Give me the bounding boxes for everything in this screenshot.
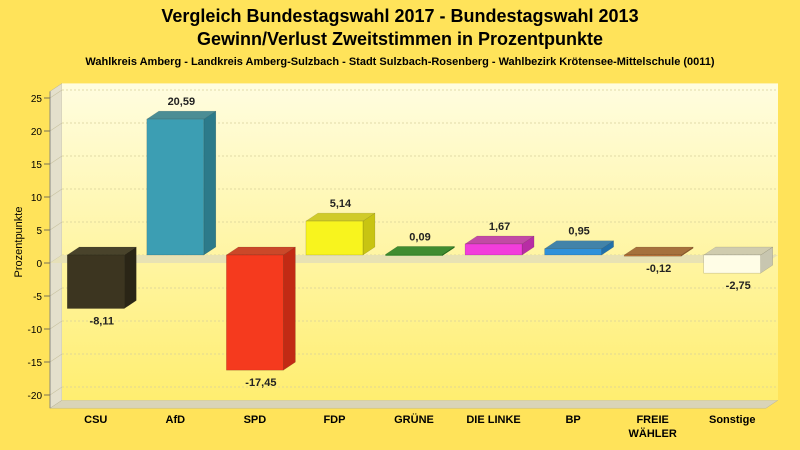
bar-afd — [146, 110, 217, 256]
bar — [146, 118, 205, 256]
bar-top — [464, 235, 535, 245]
chart-subtitle: Wahlkreis Amberg - Landkreis Amberg-Sulz… — [85, 56, 715, 68]
data-label: 5,14 — [330, 198, 352, 210]
y-tick-label: -20 — [28, 391, 43, 402]
bar — [385, 254, 443, 256]
chart-title: Vergleich Bundestagswahl 2017 - Bundesta… — [161, 6, 638, 26]
y-tick-label: 15 — [31, 160, 43, 171]
bar-freie-wähler — [623, 246, 694, 257]
bar-top — [384, 246, 456, 255]
bar — [544, 248, 602, 256]
x-tick-label: FDP — [323, 414, 345, 426]
gridline-wall — [49, 122, 63, 132]
x-tick-label: FREIE — [636, 414, 668, 426]
x-tick-label: CSU — [84, 414, 107, 426]
bar-top — [702, 246, 774, 256]
x-tick-label: DIE LINKE — [466, 414, 520, 426]
data-label: 0,95 — [568, 226, 589, 238]
bar-top — [66, 246, 138, 256]
y-tick-label: 20 — [31, 127, 43, 138]
gridline-wall — [49, 353, 63, 363]
x-tick-label: GRÜNE — [394, 413, 434, 426]
x-tick-label: AfD — [166, 414, 186, 426]
y-tick-label: 10 — [31, 193, 43, 204]
bar — [226, 254, 284, 371]
y-tick-label: 25 — [31, 94, 43, 105]
y-tick-label: -15 — [28, 358, 43, 369]
gridline-wall — [49, 386, 63, 396]
data-label: -17,45 — [245, 377, 276, 389]
data-label: 0,09 — [409, 231, 430, 243]
bar-top — [543, 240, 615, 249]
gridline-wall — [49, 287, 63, 297]
bar-side — [283, 246, 296, 371]
bar-top — [225, 246, 297, 256]
bar — [67, 254, 125, 309]
y-tick-label: 0 — [36, 259, 42, 270]
bar-side — [124, 246, 137, 309]
y-tick-label: -5 — [33, 292, 42, 303]
bar — [703, 254, 761, 274]
chart-title-line2: Gewinn/Verlust Zweitstimmen in Prozentpu… — [197, 29, 603, 49]
bar-sonstige — [702, 246, 774, 274]
bar-fdp — [305, 212, 376, 256]
bar-top — [305, 212, 376, 222]
data-label: -0,12 — [646, 263, 671, 275]
bar — [623, 254, 682, 257]
bar-grüne — [384, 245, 456, 257]
gridline-wall — [49, 221, 63, 231]
bar-bp — [543, 240, 615, 256]
data-label: -2,75 — [726, 280, 751, 292]
gridline-wall — [49, 188, 63, 198]
data-label: 20,59 — [168, 96, 196, 108]
y-axis-label: Prozentpunkte — [13, 207, 25, 278]
plot-left-wall — [49, 82, 63, 409]
y-tick-label: -10 — [28, 325, 43, 336]
bar-top — [623, 246, 694, 256]
y-tick-label: 5 — [36, 226, 42, 237]
gridline-wall — [49, 89, 63, 99]
bar-side — [203, 110, 217, 256]
bar-top — [146, 110, 217, 120]
x-tick-label: Sonstige — [709, 414, 755, 426]
data-label: 1,67 — [489, 221, 510, 233]
data-label: -8,11 — [90, 316, 114, 328]
x-tick-label: WÄHLER — [629, 427, 677, 440]
bar — [305, 220, 364, 256]
bar-csu — [66, 246, 138, 309]
bar-die-linke — [464, 235, 535, 256]
bar — [464, 243, 523, 256]
gridline-wall — [49, 155, 63, 165]
x-tick-label: SPD — [244, 414, 267, 426]
bar-spd — [225, 246, 297, 371]
x-tick-label: BP — [565, 414, 580, 426]
plot-floor — [49, 399, 779, 409]
gridline-wall — [49, 320, 63, 330]
